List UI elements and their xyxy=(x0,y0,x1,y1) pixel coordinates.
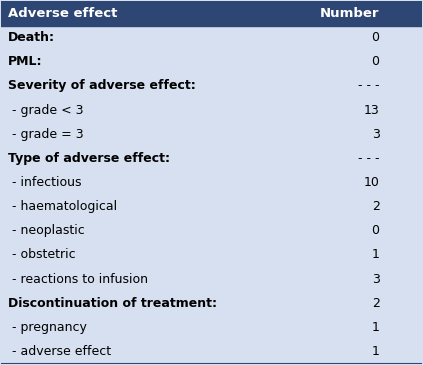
Text: - reactions to infusion: - reactions to infusion xyxy=(8,273,148,285)
Text: - neoplastic: - neoplastic xyxy=(8,224,85,237)
FancyBboxPatch shape xyxy=(1,146,422,170)
Text: - infectious: - infectious xyxy=(8,176,81,189)
Text: Discontinuation of treatment:: Discontinuation of treatment: xyxy=(8,297,217,310)
Text: Number: Number xyxy=(320,7,379,20)
Text: Type of adverse effect:: Type of adverse effect: xyxy=(8,152,170,165)
Text: PML:: PML: xyxy=(8,55,42,68)
Text: - haematological: - haematological xyxy=(8,200,117,213)
FancyBboxPatch shape xyxy=(1,50,422,74)
Text: 2: 2 xyxy=(372,297,379,310)
Text: 0: 0 xyxy=(371,31,379,44)
FancyBboxPatch shape xyxy=(1,1,422,26)
FancyBboxPatch shape xyxy=(1,243,422,267)
FancyBboxPatch shape xyxy=(1,339,422,364)
Text: - pregnancy: - pregnancy xyxy=(8,321,87,334)
Text: 0: 0 xyxy=(371,55,379,68)
FancyBboxPatch shape xyxy=(1,74,422,98)
Text: - grade < 3: - grade < 3 xyxy=(8,104,83,116)
Text: 1: 1 xyxy=(372,345,379,358)
Text: Severity of adverse effect:: Severity of adverse effect: xyxy=(8,80,195,92)
FancyBboxPatch shape xyxy=(1,219,422,243)
FancyBboxPatch shape xyxy=(1,26,422,50)
FancyBboxPatch shape xyxy=(1,267,422,291)
FancyBboxPatch shape xyxy=(1,122,422,146)
FancyBboxPatch shape xyxy=(1,291,422,315)
Text: - - -: - - - xyxy=(358,152,379,165)
Text: - adverse effect: - adverse effect xyxy=(8,345,111,358)
FancyBboxPatch shape xyxy=(1,170,422,195)
FancyBboxPatch shape xyxy=(1,315,422,339)
Text: Adverse effect: Adverse effect xyxy=(8,7,117,20)
Text: 3: 3 xyxy=(372,273,379,285)
FancyBboxPatch shape xyxy=(1,195,422,219)
Text: 0: 0 xyxy=(371,224,379,237)
Text: 13: 13 xyxy=(364,104,379,116)
Text: - grade = 3: - grade = 3 xyxy=(8,128,83,141)
Text: 10: 10 xyxy=(364,176,379,189)
Text: - - -: - - - xyxy=(358,80,379,92)
Text: - obstetric: - obstetric xyxy=(8,249,75,261)
Text: 2: 2 xyxy=(372,200,379,213)
Text: Death:: Death: xyxy=(8,31,55,44)
Text: 1: 1 xyxy=(372,321,379,334)
FancyBboxPatch shape xyxy=(1,98,422,122)
Text: 1: 1 xyxy=(372,249,379,261)
Text: 3: 3 xyxy=(372,128,379,141)
